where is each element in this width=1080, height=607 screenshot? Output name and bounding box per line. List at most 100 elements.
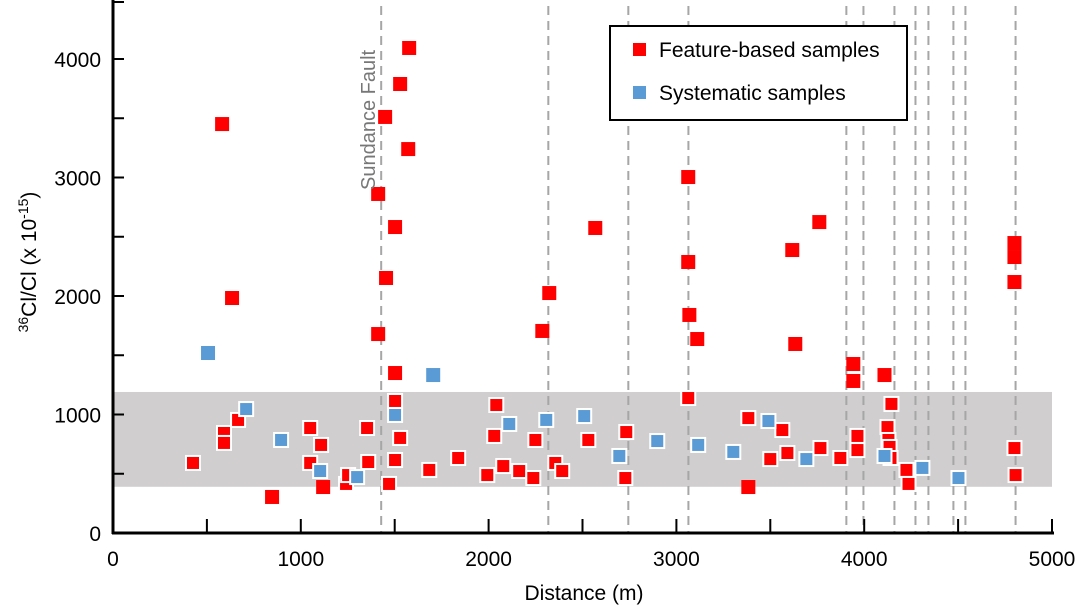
legend-label-systematic: Systematic samples	[659, 82, 846, 105]
systematic-point	[576, 408, 593, 425]
systematic-point	[611, 447, 628, 464]
feature-based-point	[486, 427, 503, 444]
feature-based-point	[741, 480, 756, 495]
feature-based-point	[690, 332, 705, 347]
feature-based-point	[1006, 440, 1023, 457]
systematic-point	[201, 345, 216, 360]
feature-based-point	[832, 449, 849, 466]
x-tick-label: 0	[107, 548, 119, 571]
feature-based-point	[392, 429, 409, 446]
systematic-point	[950, 470, 967, 487]
points-layer	[185, 40, 1024, 504]
feature-based-point	[527, 431, 544, 448]
y-axis-title: 36Cl/Cl (x 10-15)	[15, 192, 41, 333]
feature-based-point	[495, 458, 512, 475]
y-axis-title-isotope: 36	[15, 317, 31, 333]
systematic-point	[760, 413, 777, 430]
feature-based-point	[1007, 236, 1022, 251]
feature-based-point	[877, 368, 892, 383]
feature-based-point	[762, 451, 779, 468]
x-tick-label: 5000	[1029, 548, 1076, 571]
feature-based-point	[779, 445, 796, 462]
feature-based-point	[849, 442, 866, 459]
feature-based-point	[302, 420, 319, 437]
legend-swatch-systematic	[633, 86, 646, 99]
axes-layer: 0 1000 2000 3000 4000 5000 0 1000 2000 3000 4000	[54, 0, 1075, 571]
feature-based-point	[580, 431, 597, 448]
vertical-lines-layer	[380, 6, 1017, 533]
feature-based-point	[682, 307, 697, 322]
feature-based-point	[542, 286, 557, 301]
y-axis-title-main: Cl/Cl (x 10	[18, 219, 41, 317]
feature-based-point	[812, 440, 829, 457]
feature-based-point	[401, 142, 416, 157]
systematic-point	[725, 443, 742, 460]
feature-based-point	[488, 397, 505, 414]
feature-based-point	[215, 434, 232, 451]
feature-based-point	[381, 475, 398, 492]
feature-based-point	[1007, 467, 1024, 484]
feature-based-point	[402, 40, 417, 55]
feature-based-point	[313, 436, 330, 453]
y-tick-label: 4000	[54, 49, 101, 72]
legend-swatch-feature	[633, 43, 646, 56]
y-tick-label: 3000	[54, 168, 101, 191]
feature-based-point	[185, 454, 202, 471]
feature-based-point	[511, 463, 528, 480]
sundance-fault-label: Sundance Fault	[358, 49, 380, 190]
feature-based-point	[618, 424, 635, 441]
feature-based-point	[681, 254, 696, 269]
systematic-point	[876, 447, 893, 464]
systematic-point	[914, 459, 931, 476]
feature-based-point	[1007, 250, 1022, 265]
feature-based-point	[388, 366, 403, 381]
feature-based-point	[421, 461, 438, 478]
systematic-point	[690, 436, 707, 453]
systematic-point	[273, 431, 290, 448]
feature-based-point	[774, 422, 791, 439]
feature-based-point	[379, 270, 394, 285]
feature-based-point	[883, 395, 900, 412]
y-tick-label: 0	[89, 523, 101, 546]
legend-label-feature: Feature-based samples	[659, 39, 880, 62]
x-tick-label: 1000	[277, 548, 324, 571]
feature-based-point	[360, 454, 377, 471]
feature-based-point	[225, 291, 240, 306]
legend-box	[609, 25, 908, 121]
systematic-point	[349, 469, 366, 486]
feature-based-point	[846, 373, 861, 388]
systematic-point	[387, 406, 404, 423]
feature-based-point	[900, 475, 917, 492]
feature-based-point	[849, 427, 866, 444]
x-tick-label: 2000	[465, 548, 512, 571]
feature-based-point	[846, 357, 861, 372]
feature-based-point	[371, 327, 386, 342]
feature-based-point	[388, 220, 403, 235]
y-tick-label: 2000	[54, 286, 101, 309]
systematic-point	[501, 415, 518, 432]
y-tick-label: 1000	[54, 405, 101, 428]
feature-based-point	[387, 452, 404, 469]
feature-based-point	[387, 392, 404, 409]
feature-based-point	[316, 480, 331, 495]
systematic-point	[649, 433, 666, 450]
feature-based-point	[265, 489, 280, 504]
feature-based-point	[371, 186, 386, 201]
feature-based-point	[898, 461, 915, 478]
feature-based-point	[535, 323, 550, 338]
feature-based-point	[681, 170, 696, 185]
feature-based-point	[525, 470, 542, 487]
feature-based-point	[812, 215, 827, 230]
systematic-point	[798, 451, 815, 468]
x-tick-label: 3000	[653, 548, 700, 571]
feature-based-point	[554, 463, 571, 480]
feature-based-point	[617, 470, 634, 487]
feature-based-point	[740, 410, 757, 427]
systematic-point	[238, 401, 255, 418]
feature-based-point	[450, 449, 467, 466]
y-axis-title-exp: -15	[15, 198, 31, 218]
feature-based-point	[588, 220, 603, 235]
systematic-point	[312, 463, 329, 480]
feature-based-point	[393, 77, 408, 92]
feature-based-point	[378, 109, 393, 124]
